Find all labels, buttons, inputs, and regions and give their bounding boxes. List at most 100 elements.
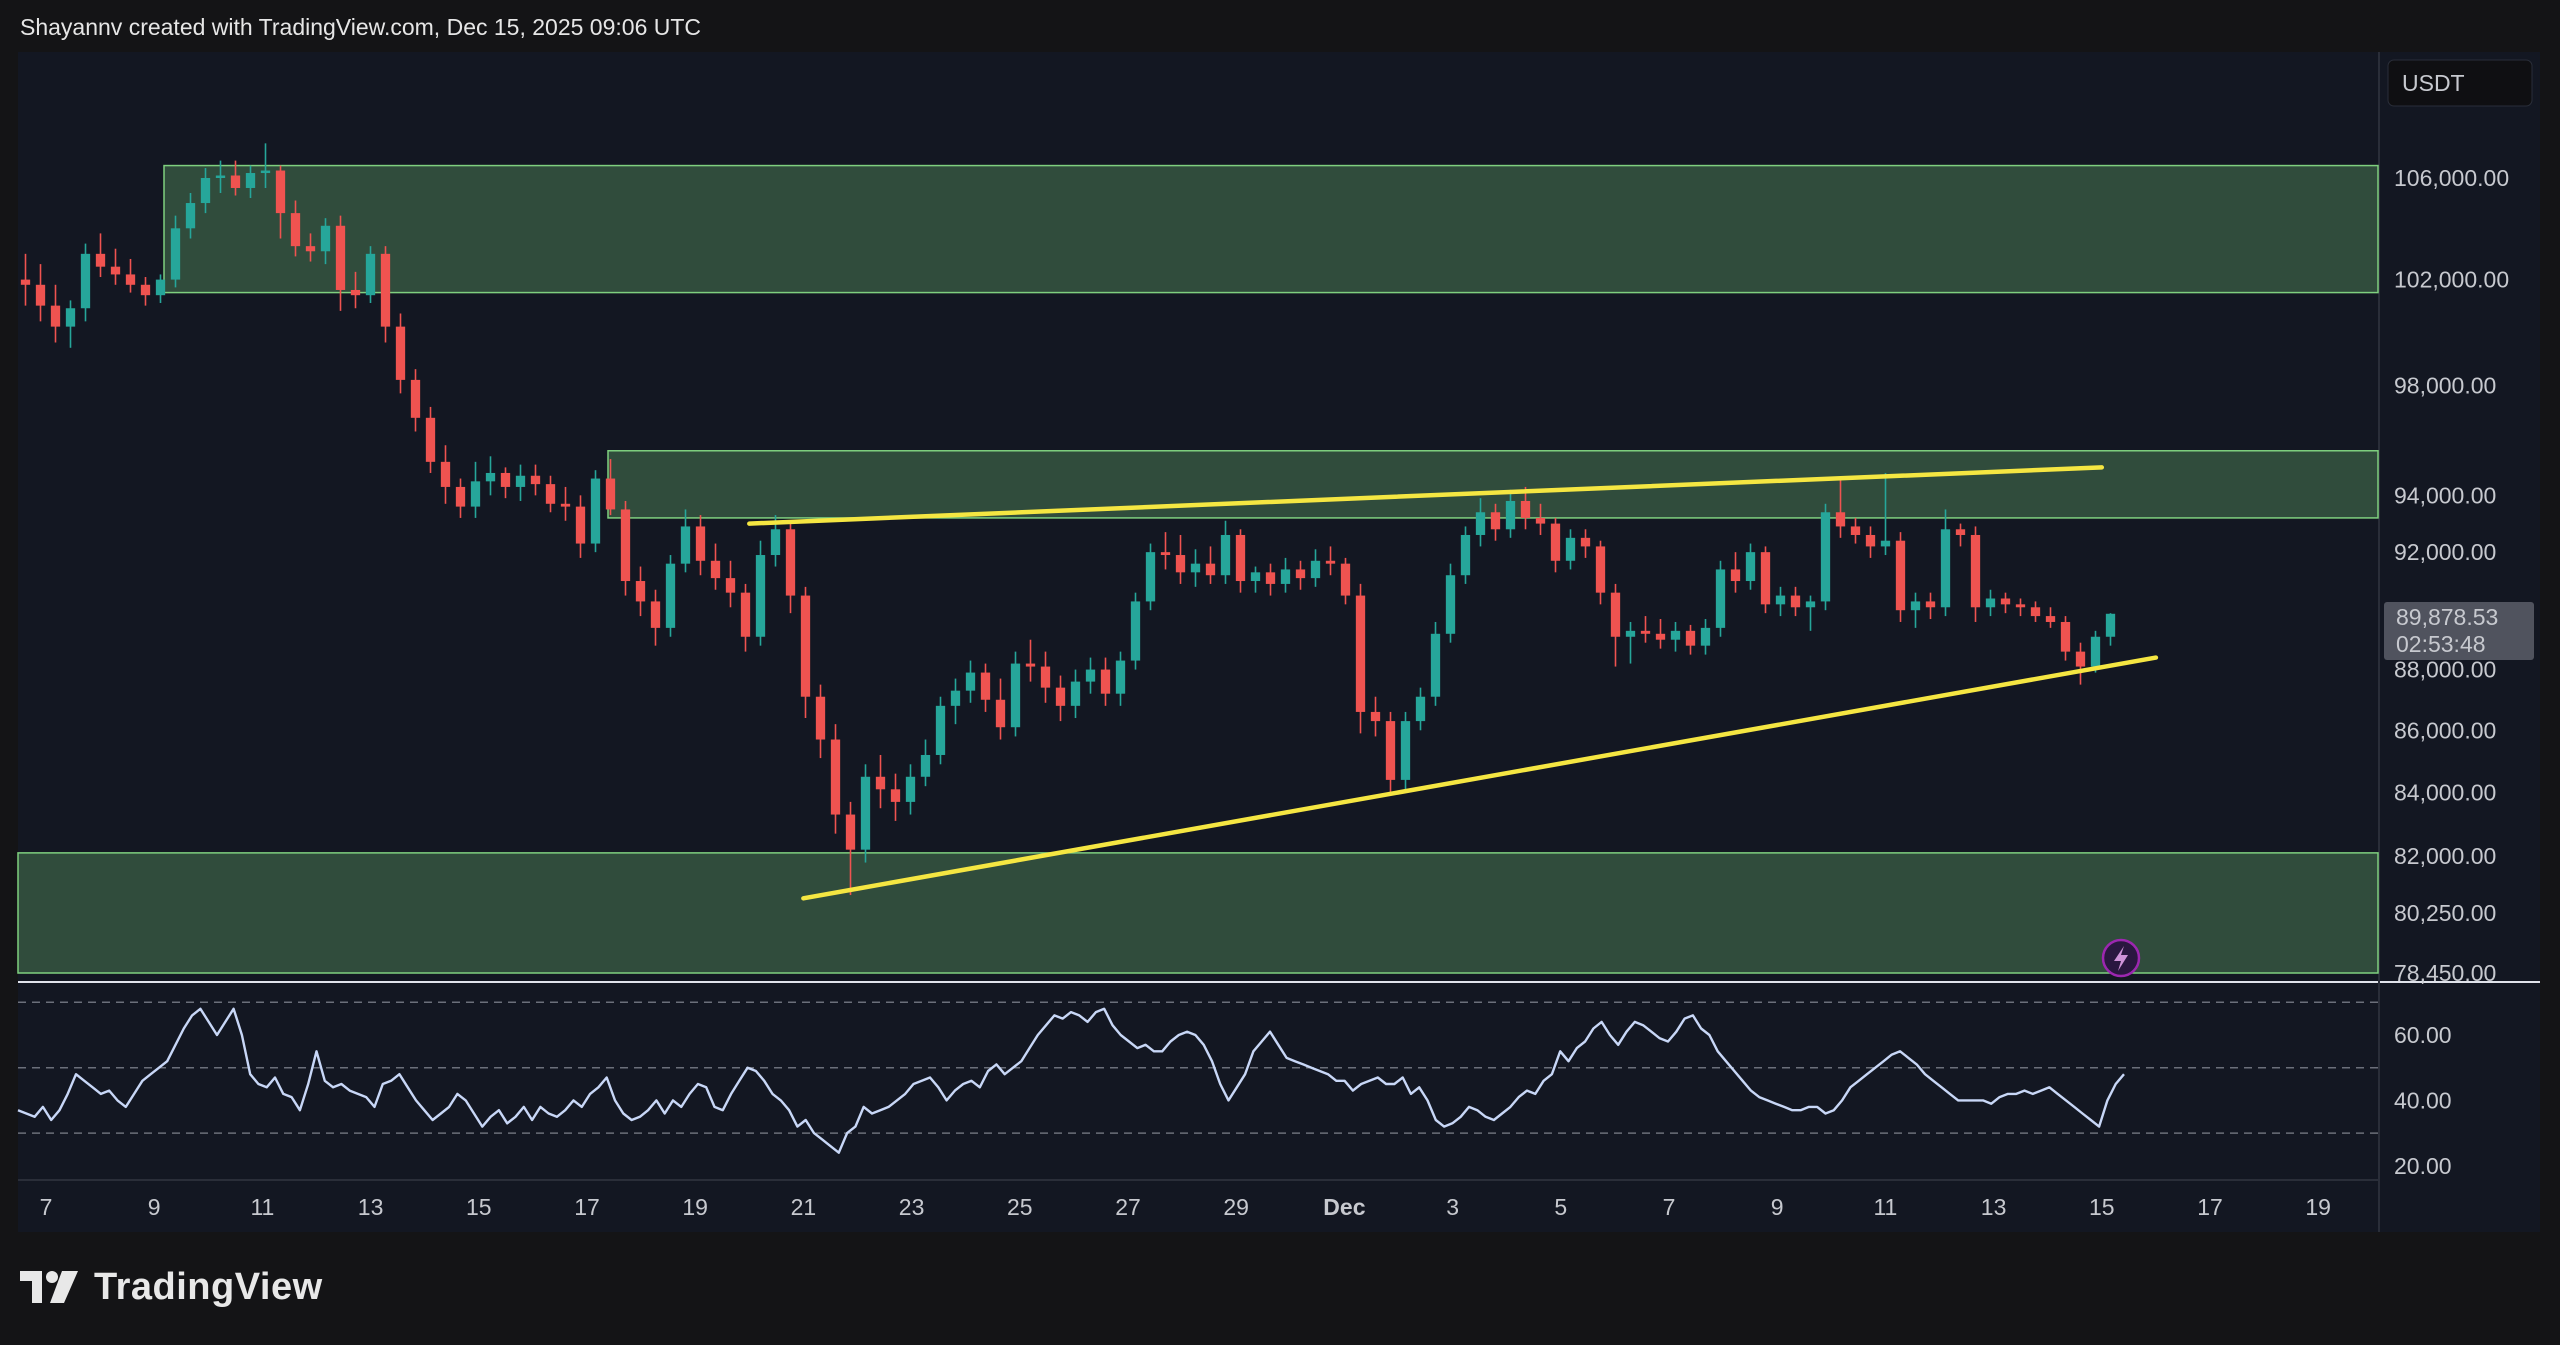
candle bbox=[1775, 586, 1786, 617]
time-tick-label: 23 bbox=[899, 1194, 925, 1220]
candle-body bbox=[1190, 563, 1201, 573]
candle bbox=[1070, 669, 1081, 719]
time-tick-label: 13 bbox=[358, 1194, 384, 1220]
candle bbox=[845, 801, 856, 896]
candle bbox=[1430, 621, 1441, 706]
candle-body bbox=[1340, 563, 1351, 596]
candle bbox=[1940, 509, 1951, 617]
candle-body bbox=[530, 475, 541, 485]
candle-body bbox=[1100, 669, 1111, 694]
candle-body bbox=[1475, 512, 1486, 535]
candle-body bbox=[1235, 534, 1246, 582]
candle-body bbox=[1220, 534, 1231, 576]
time-tick-label: Dec bbox=[1323, 1194, 1365, 1220]
candle bbox=[860, 764, 871, 863]
candle bbox=[590, 470, 601, 553]
rsi-pane[interactable] bbox=[18, 983, 2378, 1180]
candle-body bbox=[335, 225, 346, 290]
time-tick-label: 19 bbox=[2305, 1194, 2331, 1220]
candle-body bbox=[980, 672, 991, 700]
candle bbox=[1910, 592, 1921, 628]
candle bbox=[650, 589, 661, 646]
candle-body bbox=[1760, 552, 1771, 605]
tradingview-wordmark: TradingView bbox=[94, 1265, 323, 1308]
candle-body bbox=[185, 203, 196, 229]
lightning-icon[interactable] bbox=[2101, 938, 2141, 978]
candle bbox=[785, 520, 796, 614]
time-axis-pane[interactable] bbox=[18, 1180, 2378, 1232]
rsi-tick-label: 60.00 bbox=[2394, 1022, 2452, 1048]
time-axis: 7 9 11 13 15 17 19 21 23 25 27 29 Dec 3 5 7 9 11 13 15 17 19 bbox=[40, 1194, 2331, 1220]
candle bbox=[1850, 517, 1861, 544]
candle bbox=[245, 165, 256, 199]
candle bbox=[605, 459, 616, 516]
price-tick-label: 80,250.00 bbox=[2394, 900, 2496, 926]
candle-body bbox=[1295, 569, 1306, 579]
candle bbox=[425, 406, 436, 473]
candle-body bbox=[545, 484, 556, 504]
candle-body bbox=[350, 289, 361, 296]
time-tick-label: 5 bbox=[1554, 1194, 1567, 1220]
candle bbox=[470, 461, 481, 518]
price-tick-label: 82,000.00 bbox=[2394, 843, 2496, 869]
candle bbox=[1745, 543, 1756, 590]
candle bbox=[1895, 532, 1906, 622]
candle-body bbox=[920, 754, 931, 777]
candle bbox=[320, 218, 331, 265]
candle bbox=[50, 284, 61, 343]
candle-body bbox=[1955, 529, 1966, 535]
candle-body bbox=[1775, 595, 1786, 605]
time-tick-label: 25 bbox=[1007, 1194, 1033, 1220]
candle bbox=[1385, 711, 1396, 796]
candle bbox=[500, 467, 511, 499]
candle-body bbox=[140, 284, 151, 296]
time-tick-label: 11 bbox=[250, 1194, 274, 1220]
candle bbox=[1565, 529, 1576, 570]
time-tick-label: 7 bbox=[1663, 1194, 1676, 1220]
candle-body bbox=[1895, 540, 1906, 611]
candle bbox=[1190, 549, 1201, 587]
candle-body bbox=[1430, 633, 1441, 697]
candle bbox=[1700, 619, 1711, 655]
candle bbox=[230, 160, 241, 196]
current-price-tag: 89,878.53 02:53:48 bbox=[2384, 602, 2534, 660]
candle-body bbox=[1910, 601, 1921, 611]
candle-body bbox=[1010, 663, 1021, 728]
candle bbox=[1595, 540, 1606, 605]
candle-body bbox=[1925, 601, 1936, 608]
candle bbox=[335, 215, 346, 311]
candle-body bbox=[575, 506, 586, 544]
candle bbox=[1265, 563, 1276, 596]
candle bbox=[2045, 607, 2056, 628]
trendline-lower bbox=[801, 655, 2159, 901]
candle bbox=[1505, 489, 1516, 538]
candle-body bbox=[1790, 595, 1801, 608]
time-tick-label: 27 bbox=[1115, 1194, 1141, 1220]
rsi-tick-label: 20.00 bbox=[2394, 1153, 2452, 1179]
candle bbox=[110, 248, 121, 285]
candle-body bbox=[995, 699, 1006, 728]
candle-body bbox=[260, 170, 271, 174]
candle-body bbox=[1490, 512, 1501, 530]
candle-body bbox=[1835, 512, 1846, 527]
candle-body bbox=[2075, 651, 2086, 667]
candle bbox=[575, 495, 586, 558]
candle-body bbox=[1880, 540, 1891, 547]
candle-body bbox=[1970, 534, 1981, 608]
candle bbox=[95, 233, 106, 278]
candle-body bbox=[365, 253, 376, 296]
price-tick-label: 94,000.00 bbox=[2394, 482, 2496, 508]
currency-button[interactable]: USDT bbox=[2387, 59, 2533, 107]
candle bbox=[1220, 520, 1231, 584]
candle-body bbox=[1685, 630, 1696, 646]
candle bbox=[1685, 624, 1696, 655]
candle-body bbox=[1535, 517, 1546, 524]
candle-body bbox=[665, 563, 676, 628]
tradingview-brand[interactable]: TradingView bbox=[20, 1262, 323, 1312]
candle-body bbox=[800, 595, 811, 697]
candle-body bbox=[785, 529, 796, 596]
candle-body bbox=[440, 461, 451, 487]
candle bbox=[740, 583, 751, 652]
candle bbox=[635, 566, 646, 617]
